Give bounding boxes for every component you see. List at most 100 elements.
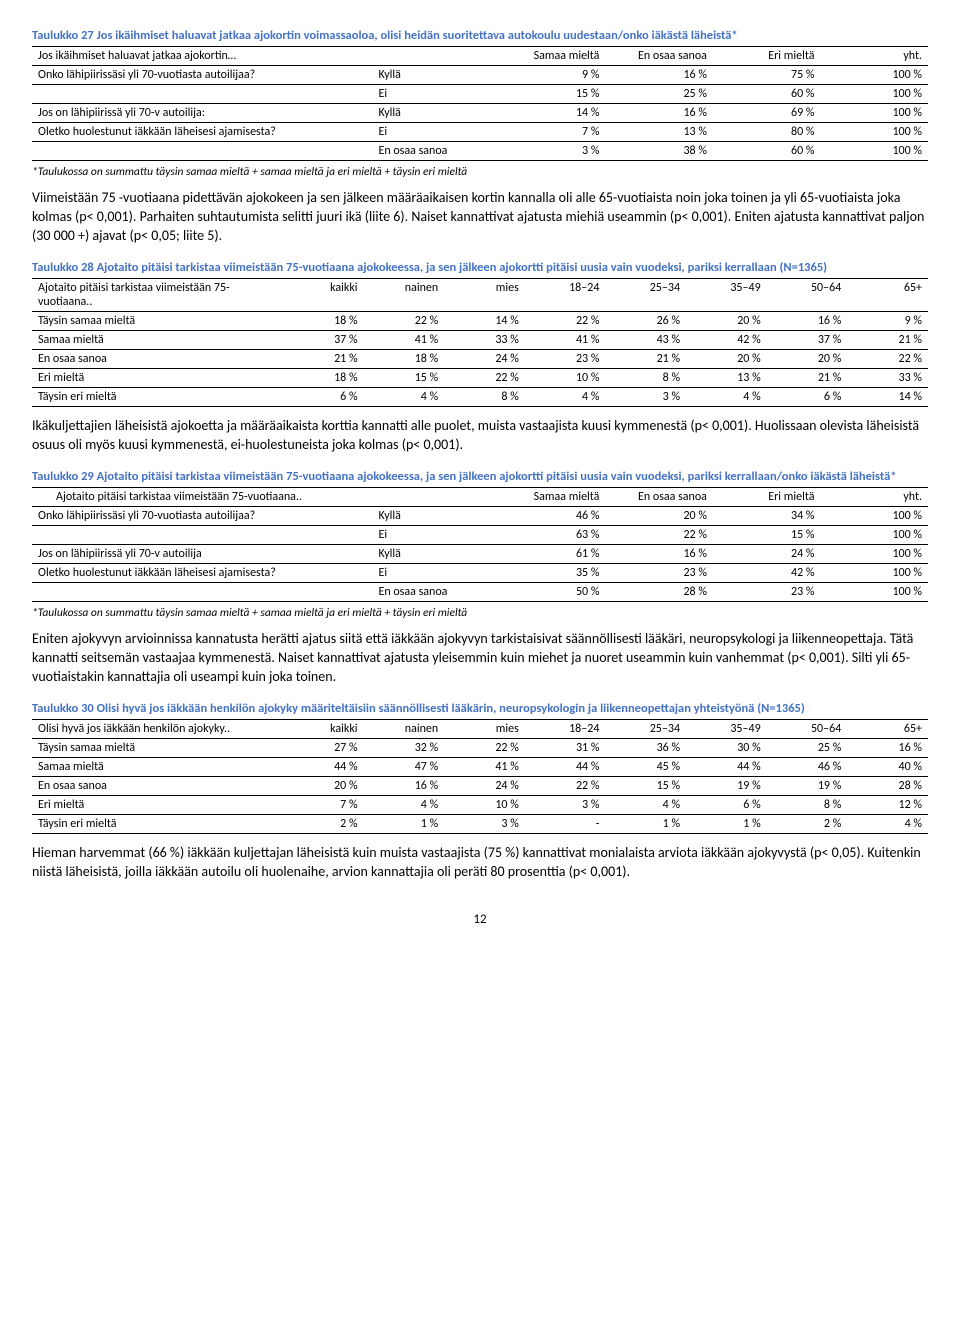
cell: Onko lähipiirissäsi yli 70-vuotiasta aut… — [32, 66, 372, 85]
table28-title: Taulukko 28 Ajotaito pitäisi tarkistaa v… — [32, 260, 928, 276]
cell: 25 % — [605, 85, 713, 104]
paragraph-4: Hieman harvemmat (66 %) iäkkään kuljetta… — [32, 844, 928, 882]
cell: 47 % — [364, 758, 445, 777]
cell: 60 % — [713, 85, 821, 104]
cell: 100 % — [820, 85, 928, 104]
cell: 1 % — [686, 815, 767, 834]
cell: 24 % — [713, 545, 821, 564]
table29: Ajotaito pitäisi tarkistaa viimeistään 7… — [32, 487, 928, 602]
cell: 3 % — [498, 142, 606, 161]
cell: 8 % — [767, 796, 848, 815]
table-row: Jos on lähipiirissä yli 70-v autoilijaKy… — [32, 545, 928, 564]
hdr: kaikki — [283, 720, 364, 739]
paragraph-1: Viimeistään 75 -vuotiaana pidettävän ajo… — [32, 189, 928, 246]
table-row: Onko lähipiirissäsi yli 70-vuotiasta aut… — [32, 507, 928, 526]
cell: Kyllä — [372, 104, 497, 123]
cell: 14 % — [444, 312, 525, 331]
cell: Täysin samaa mieltä — [32, 312, 283, 331]
cell: Jos on lähipiirissä yli 70-v autoilija — [32, 545, 372, 564]
cell: 15 % — [713, 526, 821, 545]
table-row: En osaa sanoa50 %28 %23 %100 % — [32, 583, 928, 602]
cell: 12 % — [847, 796, 928, 815]
hdr: 18–24 — [525, 720, 606, 739]
cell: 26 % — [605, 312, 686, 331]
cell: 18 % — [364, 350, 445, 369]
cell: 100 % — [820, 142, 928, 161]
cell: Kyllä — [372, 507, 497, 526]
cell: 28 % — [605, 583, 713, 602]
cell: 22 % — [444, 739, 525, 758]
cell: 3 % — [444, 815, 525, 834]
table-row: En osaa sanoa3 %38 %60 %100 % — [32, 142, 928, 161]
cell: 16 % — [605, 104, 713, 123]
cell: 44 % — [525, 758, 606, 777]
cell: 22 % — [444, 369, 525, 388]
hdr: nainen — [364, 720, 445, 739]
cell: 22 % — [525, 777, 606, 796]
cell: 9 % — [498, 66, 606, 85]
table-row: Samaa mieltä44 %47 %41 %44 %45 %44 %46 %… — [32, 758, 928, 777]
table28: Ajotaito pitäisi tarkistaa viimeistään 7… — [32, 278, 928, 407]
table-row: Eri mieltä18 %15 %22 %10 %8 %13 %21 %33 … — [32, 369, 928, 388]
cell: Ei — [372, 123, 497, 142]
cell: Oletko huolestunut iäkkään läheisesi aja… — [32, 123, 372, 142]
table-row: Täysin samaa mieltä27 %32 %22 %31 %36 %3… — [32, 739, 928, 758]
cell: Ei — [372, 564, 497, 583]
hdr: Samaa mieltä — [498, 47, 606, 66]
table27-footnote: *Taulukossa on summattu täysin samaa mie… — [32, 165, 928, 179]
cell: 30 % — [686, 739, 767, 758]
cell: 4 % — [525, 388, 606, 407]
table-row: Jos on lähipiirissä yli 70-v autoilija:K… — [32, 104, 928, 123]
table29-footnote: *Taulukossa on summattu täysin samaa mie… — [32, 606, 928, 620]
cell: 16 % — [364, 777, 445, 796]
table-row: Täysin samaa mieltä18 %22 %14 %22 %26 %2… — [32, 312, 928, 331]
cell: 44 % — [283, 758, 364, 777]
cell: 10 % — [444, 796, 525, 815]
cell: 22 % — [847, 350, 928, 369]
cell: 13 % — [686, 369, 767, 388]
hdr: En osaa sanoa — [605, 488, 713, 507]
cell: En osaa sanoa — [372, 142, 497, 161]
table-row: Samaa mieltä37 %41 %33 %41 %43 %42 %37 %… — [32, 331, 928, 350]
paragraph-3: Eniten ajokyvyn arvioinnissa kannatusta … — [32, 630, 928, 687]
cell: 6 % — [283, 388, 364, 407]
cell: 44 % — [686, 758, 767, 777]
cell: 13 % — [605, 123, 713, 142]
hdr: 35–49 — [686, 720, 767, 739]
cell: Oletko huolestunut iäkkään läheisesi aja… — [32, 564, 372, 583]
table30-header: Olisi hyvä jos iäkkään henkilön ajokyky.… — [32, 720, 928, 739]
cell: En osaa sanoa — [32, 350, 283, 369]
cell: 7 % — [498, 123, 606, 142]
cell: 10 % — [525, 369, 606, 388]
cell: 3 % — [525, 796, 606, 815]
table27-header: Jos ikäihmiset haluavat jatkaa ajokortin… — [32, 47, 928, 66]
table-row: Eri mieltä7 %4 %10 %3 %4 %6 %8 %12 % — [32, 796, 928, 815]
cell: 100 % — [820, 545, 928, 564]
cell: 28 % — [847, 777, 928, 796]
table-row: Onko lähipiirissäsi yli 70-vuotiasta aut… — [32, 66, 928, 85]
cell: 20 % — [686, 350, 767, 369]
cell: 100 % — [820, 564, 928, 583]
cell: 100 % — [820, 66, 928, 85]
cell: 41 % — [364, 331, 445, 350]
table29-title: Taulukko 29 Ajotaito pitäisi tarkistaa v… — [32, 469, 928, 485]
hdr: yht. — [820, 47, 928, 66]
table-row: Täysin eri mieltä6 %4 %8 %4 %3 %4 %6 %14… — [32, 388, 928, 407]
hdr: Olisi hyvä jos iäkkään henkilön ajokyky.… — [32, 720, 283, 739]
cell: 31 % — [525, 739, 606, 758]
hdr: 25–34 — [605, 279, 686, 312]
cell: 38 % — [605, 142, 713, 161]
hdr: 65+ — [847, 720, 928, 739]
cell: 41 % — [444, 758, 525, 777]
cell: 1 % — [364, 815, 445, 834]
cell: Täysin eri mieltä — [32, 815, 283, 834]
cell: 24 % — [444, 350, 525, 369]
cell: 14 % — [498, 104, 606, 123]
hdr: Jos ikäihmiset haluavat jatkaa ajokortin… — [32, 47, 372, 66]
cell: 7 % — [283, 796, 364, 815]
cell: 61 % — [498, 545, 606, 564]
cell: 35 % — [498, 564, 606, 583]
cell: 18 % — [283, 312, 364, 331]
page-number: 12 — [32, 912, 928, 927]
cell: 22 % — [605, 526, 713, 545]
